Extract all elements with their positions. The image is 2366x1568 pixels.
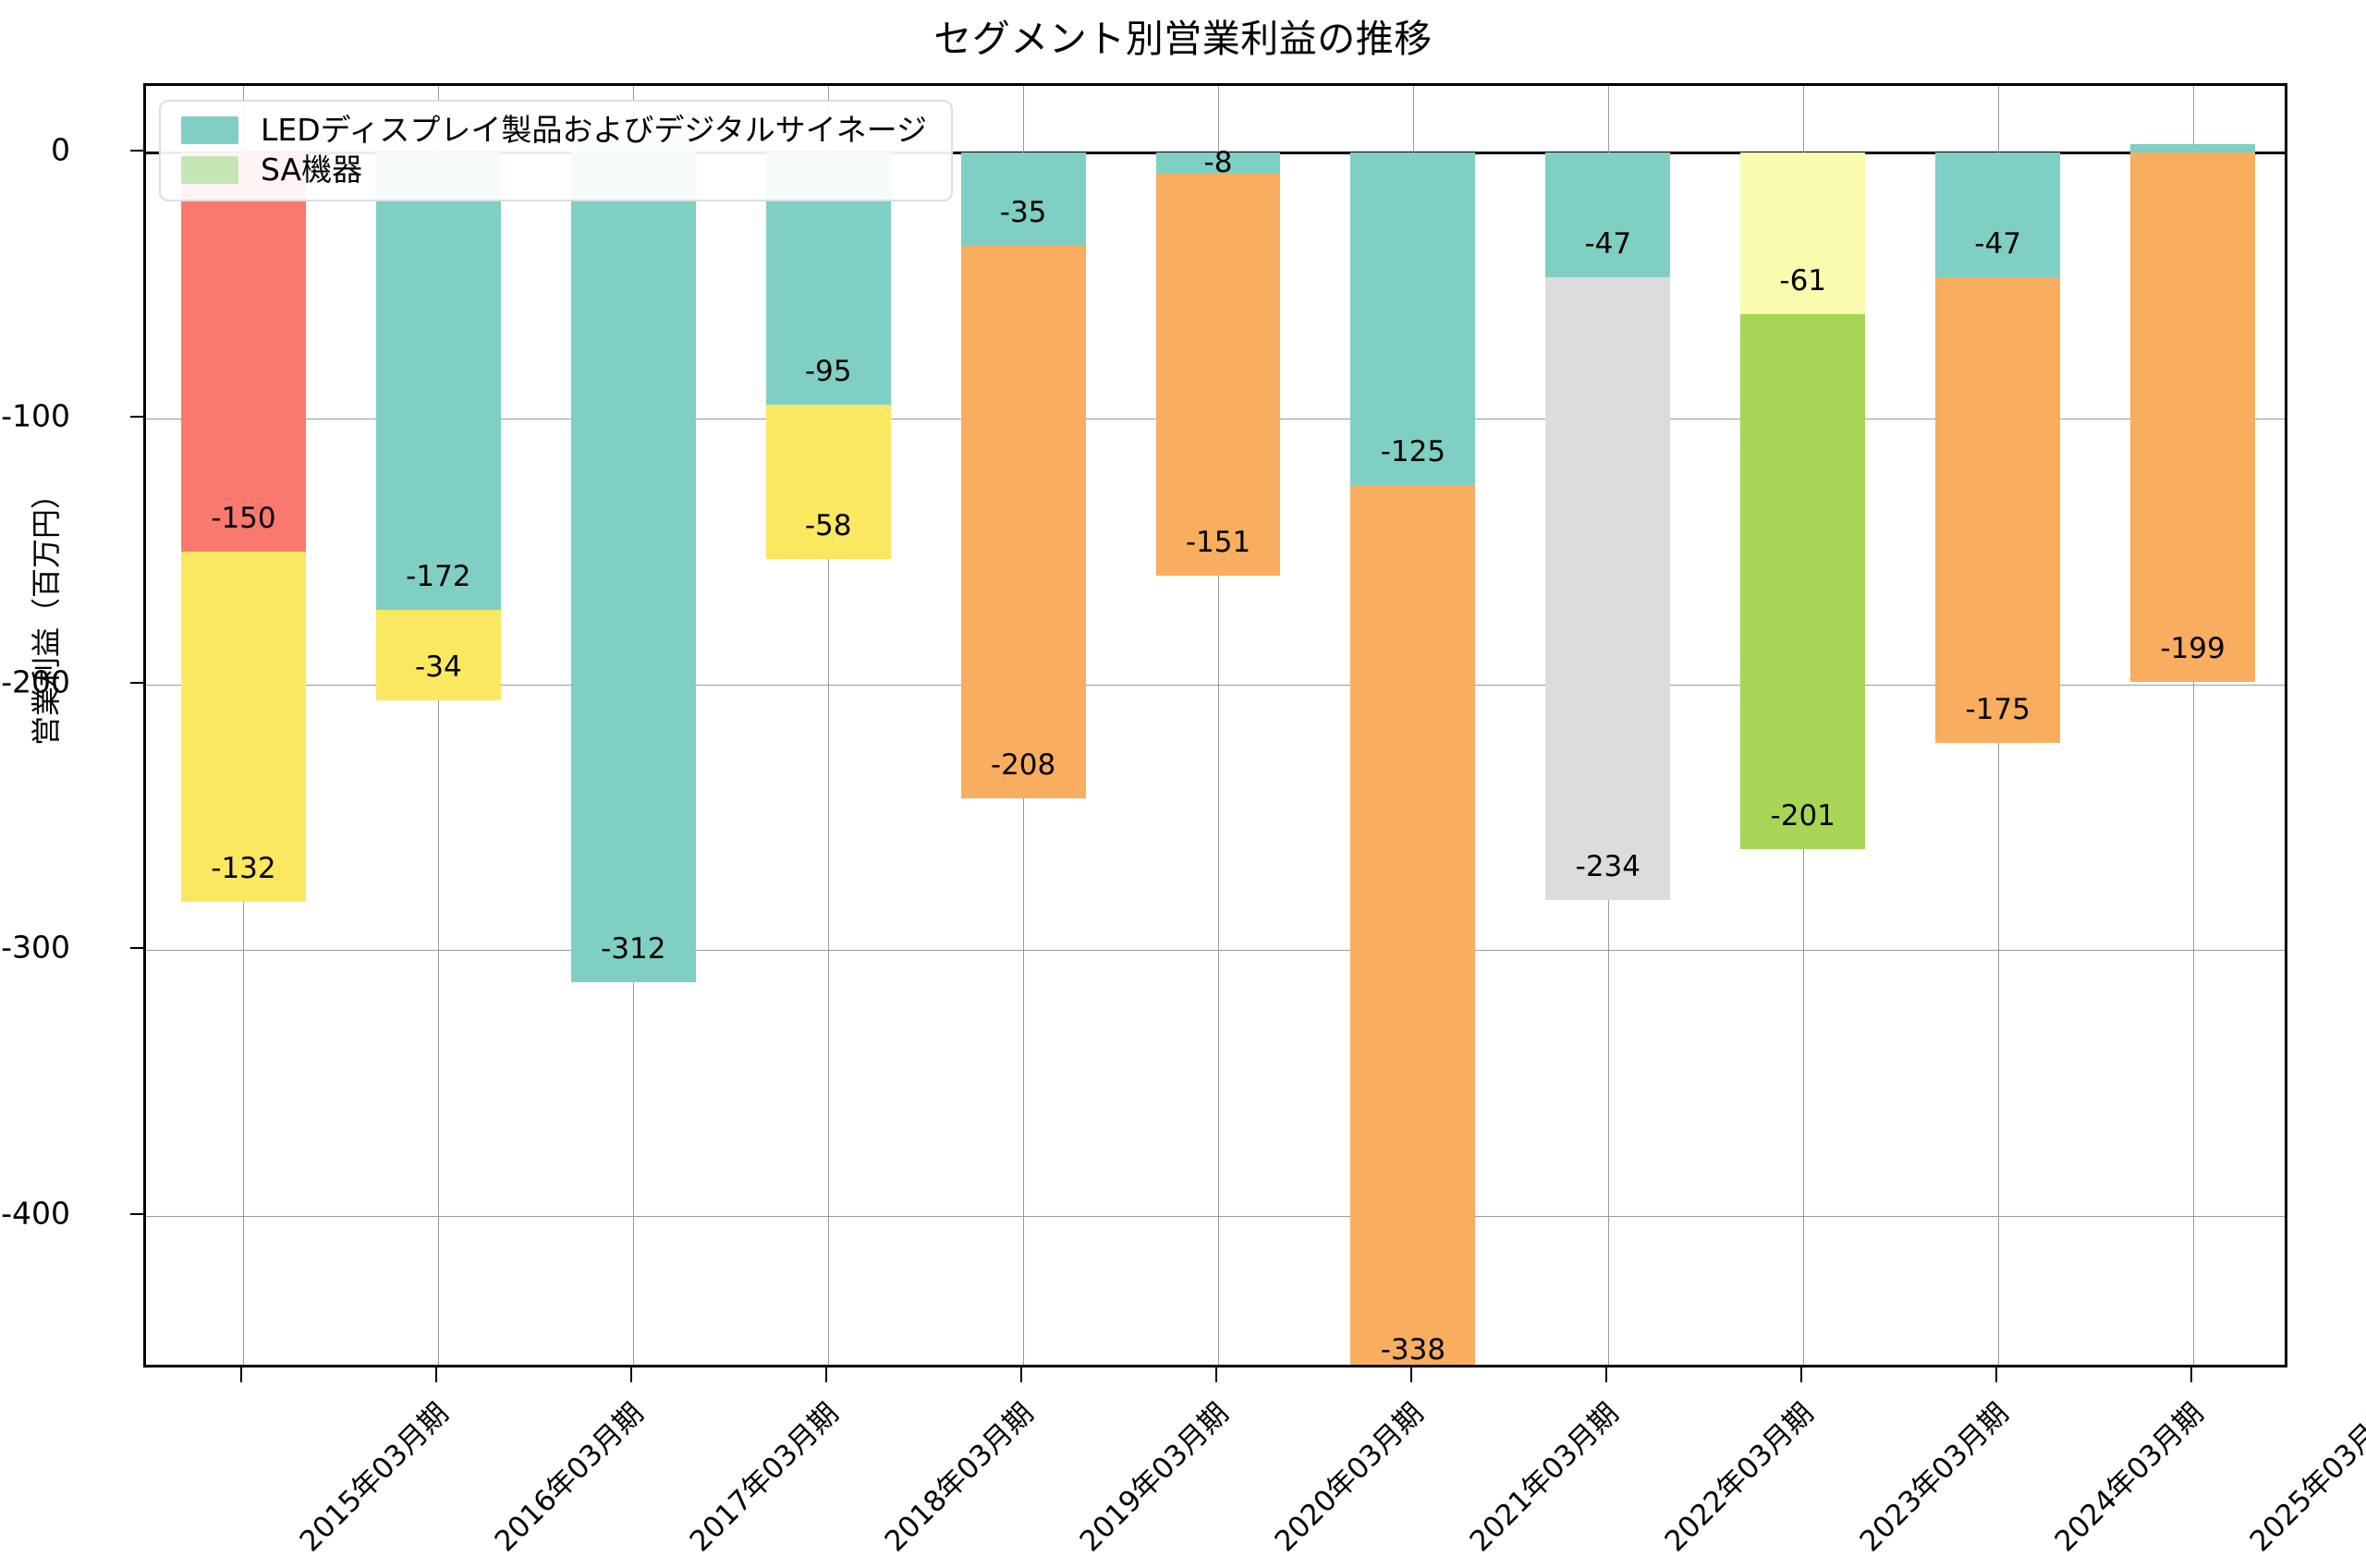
bar-segment[interactable] <box>1155 152 1281 174</box>
bar-segment[interactable] <box>765 405 891 560</box>
bar-segment[interactable] <box>1740 314 1866 849</box>
bar-segment[interactable] <box>375 609 501 700</box>
bar-segment[interactable] <box>960 152 1086 246</box>
gridline-vertical <box>438 86 440 1365</box>
bar-segment[interactable] <box>180 152 306 552</box>
x-tick-mark <box>1994 1367 1997 1382</box>
bar-segment[interactable] <box>1350 152 1476 485</box>
x-tick-mark <box>2189 1367 2192 1382</box>
x-tick-label: 2021年03月期 <box>1463 1396 1626 1559</box>
x-tick-label: 2018年03月期 <box>878 1396 1041 1559</box>
bar-segment[interactable] <box>2130 144 2256 152</box>
x-tick-mark <box>1409 1367 1412 1382</box>
bar-segment[interactable] <box>1935 152 2061 278</box>
chart-legend: LEDディスプレイ製品およびデジタルサイネージ SA機器 <box>159 100 954 201</box>
x-tick-mark <box>1799 1367 1802 1382</box>
y-tick-label: -400 <box>1 1195 70 1232</box>
gridline-horizontal <box>146 950 2285 952</box>
x-tick-label: 2023年03月期 <box>1853 1396 2016 1559</box>
y-axis-title: 営業利益（百万円） <box>29 480 64 747</box>
y-tick-mark <box>130 947 143 950</box>
gridline-horizontal <box>146 1216 2285 1218</box>
y-tick-mark <box>130 149 143 152</box>
x-tick-mark <box>630 1367 633 1382</box>
x-tick-mark <box>435 1367 438 1382</box>
bar-segment[interactable] <box>570 152 696 982</box>
gridline-vertical <box>2192 86 2194 1365</box>
x-tick-mark <box>825 1367 828 1382</box>
gridline-vertical <box>828 86 830 1365</box>
x-tick-label: 2025年03月期 <box>2243 1396 2366 1559</box>
bar-segment[interactable] <box>960 245 1086 799</box>
y-tick-label: -200 <box>1 663 70 699</box>
x-tick-label: 2016年03月期 <box>488 1396 651 1559</box>
y-tick-label: -300 <box>1 929 70 966</box>
x-tick-label: 2015年03月期 <box>294 1396 456 1559</box>
legend-label-led: LEDディスプレイ製品およびデジタルサイネージ <box>261 112 928 148</box>
legend-label-sa: SA機器 <box>261 152 363 188</box>
bar-segment[interactable] <box>1740 152 1866 315</box>
page-title: セグメント別営業利益の推移 <box>933 17 1433 61</box>
y-tick-mark <box>130 1213 143 1216</box>
x-tick-mark <box>1020 1367 1023 1382</box>
legend-swatch-sa <box>181 155 238 184</box>
bar-segment[interactable] <box>1350 484 1476 1365</box>
bar-segment[interactable] <box>1545 152 1671 278</box>
legend-item-led: LEDディスプレイ製品およびデジタルサイネージ <box>181 115 927 145</box>
x-tick-label: 2019年03月期 <box>1073 1396 1236 1559</box>
bar-segment[interactable] <box>1545 277 1671 900</box>
x-tick-mark <box>1215 1367 1217 1382</box>
legend-swatch-led <box>181 115 238 144</box>
bar-segment[interactable] <box>180 551 306 903</box>
bar-segment[interactable] <box>1155 173 1281 576</box>
gridline-vertical <box>1218 86 1219 1365</box>
bar-segment[interactable] <box>1935 277 2061 743</box>
bar-segment[interactable] <box>375 152 501 610</box>
y-tick-label: -100 <box>1 397 70 434</box>
x-tick-label: 2022年03月期 <box>1658 1396 1821 1559</box>
legend-item-sa: SA機器 <box>181 154 927 185</box>
x-tick-mark <box>1604 1367 1607 1382</box>
gridline-horizontal <box>146 684 2285 686</box>
y-tick-mark <box>130 415 143 418</box>
x-tick-label: 2020年03月期 <box>1268 1396 1431 1559</box>
y-tick-label: 0 <box>51 131 70 168</box>
y-tick-mark <box>130 681 143 684</box>
plot-area: -150-132-172-347-312-95-58-35-208-8-151-… <box>143 83 2287 1367</box>
x-tick-label: 2017年03月期 <box>683 1396 846 1559</box>
x-tick-mark <box>240 1367 243 1382</box>
bar-segment[interactable] <box>2130 152 2256 682</box>
x-tick-label: 2024年03月期 <box>2048 1396 2211 1559</box>
